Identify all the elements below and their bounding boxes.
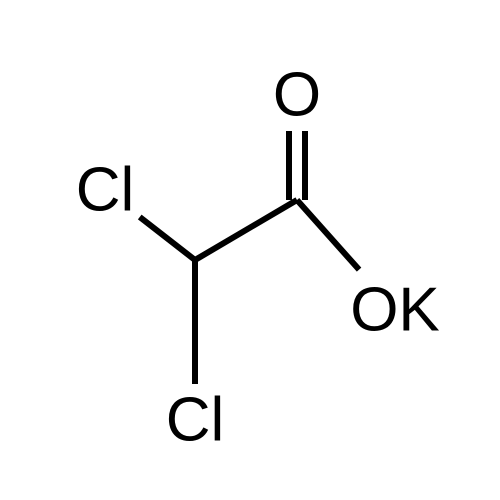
bond-line bbox=[297, 200, 359, 270]
bond-line bbox=[195, 200, 297, 260]
atom-label-ok: OK bbox=[350, 276, 440, 345]
bond-line bbox=[140, 217, 195, 260]
atom-label-o_top: O bbox=[273, 61, 321, 130]
molecule-canvas: O Cl OK Cl bbox=[0, 0, 500, 500]
atom-label-cl_left: Cl bbox=[76, 156, 135, 225]
atom-label-cl_bot: Cl bbox=[166, 386, 225, 455]
